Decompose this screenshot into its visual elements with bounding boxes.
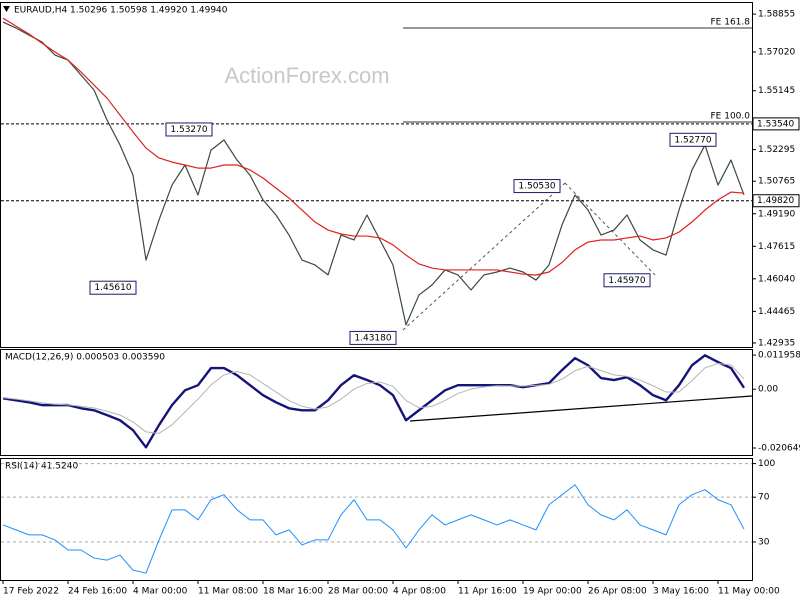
series-line	[2, 363, 745, 434]
y-tick-label: 1.44465	[758, 307, 795, 317]
fib-level-label: FE 100.0	[711, 112, 751, 122]
price-line-box	[752, 117, 800, 131]
panel-title: EURAUD,H4 1.50296 1.50598 1.49920 1.4994…	[14, 6, 228, 16]
price-callout-box	[89, 280, 137, 295]
fib-level-label: FE 161.8	[711, 18, 751, 28]
price-callout-box	[513, 179, 561, 194]
series-line	[2, 484, 745, 574]
y-tick-label: 1.49190	[758, 209, 795, 219]
title-icon	[3, 6, 10, 12]
rsi-panel-frame	[0, 458, 753, 581]
panel-title: RSI(14) 41.5240	[5, 462, 78, 472]
main-panel-frame	[0, 2, 753, 348]
price-callout-label: 1.45610	[94, 283, 131, 293]
macd-panel-frame	[0, 349, 753, 456]
y-tick-label: 1.46040	[758, 274, 795, 284]
y-tick-label: -0.020649	[758, 444, 800, 454]
y-tick-label: 0.011958	[758, 351, 800, 361]
price-callout-label: 1.50530	[518, 182, 555, 192]
price-line-label: 1.53540	[757, 119, 794, 129]
y-tick-label: 1.55145	[758, 86, 795, 96]
series-line	[2, 17, 745, 276]
y-tick-label: 30	[758, 537, 770, 547]
x-tick-label: 17 Feb 2022	[3, 587, 59, 597]
price-line-box	[752, 194, 800, 208]
price-callout-label: 1.53270	[170, 125, 207, 135]
y-tick-label: 1.50765	[758, 177, 795, 187]
price-callout-box	[669, 132, 717, 147]
price-callout-label: 1.52770	[674, 135, 711, 145]
price-line-label: 1.49820	[757, 196, 794, 206]
y-tick-label: 100	[758, 459, 775, 469]
panel-title: MACD(12,26,9) 0.000503 0.003590	[5, 353, 165, 363]
y-tick-label: 1.57020	[758, 47, 795, 57]
y-tick-label: 1.58855	[758, 10, 795, 20]
price-callout-box	[603, 273, 651, 288]
macd-trendline	[409, 395, 753, 422]
x-tick-label: 11 Apr 16:00	[458, 587, 517, 597]
x-tick-label: 3 May 16:00	[653, 587, 709, 597]
y-tick-label: 1.52295	[758, 145, 795, 155]
y-tick-label: 70	[758, 493, 770, 503]
y-tick-label: 1.42935	[758, 338, 795, 348]
y-tick-label: 0.00	[758, 385, 778, 395]
x-tick-label: 4 Mar 00:00	[133, 587, 188, 597]
x-tick-label: 11 May 00:00	[718, 587, 780, 597]
price-callout-label: 1.43180	[354, 333, 391, 343]
drawing-line	[402, 182, 566, 331]
price-callout-label: 1.45970	[608, 276, 645, 286]
series-line	[2, 21, 745, 326]
price-callout-box	[349, 330, 397, 345]
y-tick-label: 1.47615	[758, 242, 795, 252]
x-tick-label: 19 Apr 00:00	[523, 587, 582, 597]
price-callout-box	[165, 122, 213, 137]
x-tick-label: 26 Apr 08:00	[588, 587, 647, 597]
x-tick-label: 24 Feb 16:00	[68, 587, 127, 597]
watermark: ActionForex.com	[224, 63, 389, 88]
x-tick-label: 28 Mar 00:00	[328, 587, 388, 597]
x-tick-label: 18 Mar 16:00	[263, 587, 323, 597]
x-tick-label: 4 Apr 08:00	[393, 587, 446, 597]
x-tick-label: 11 Mar 08:00	[198, 587, 258, 597]
